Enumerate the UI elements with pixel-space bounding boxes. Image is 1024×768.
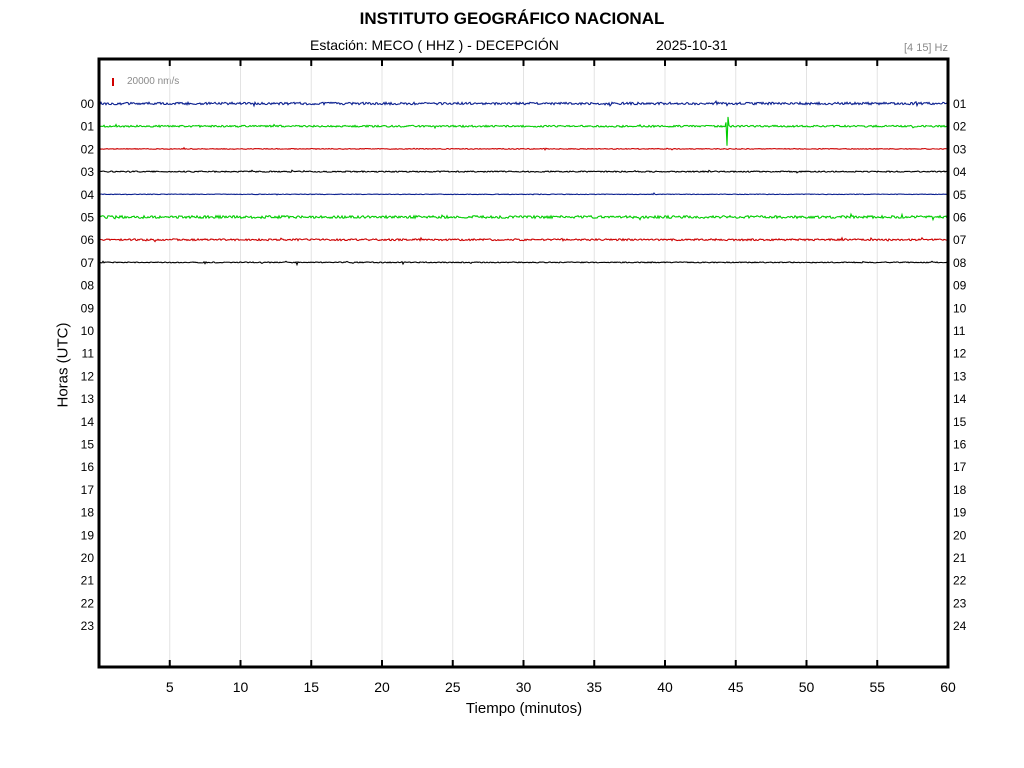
hour-label-right: 07: [953, 233, 967, 247]
x-tick-label: 25: [445, 679, 461, 695]
x-tick-label: 40: [657, 679, 673, 695]
x-tick-label: 30: [516, 679, 532, 695]
hour-label-right: 05: [953, 188, 967, 202]
hour-label-left: 22: [81, 596, 95, 610]
amplitude-scale-bar: [112, 78, 114, 86]
hour-label-right: 02: [953, 120, 967, 134]
x-tick-label: 5: [166, 679, 174, 695]
x-tick-label: 50: [799, 679, 815, 695]
hour-label-left: 08: [81, 279, 95, 293]
hour-label-left: 09: [81, 301, 95, 315]
chart-title: INSTITUTO GEOGRÁFICO NACIONAL: [359, 9, 665, 28]
amplitude-scale-label: 20000 nm/s: [127, 76, 180, 87]
trace-hour-00: [98, 99, 949, 108]
hour-label-right: 10: [953, 301, 967, 315]
trace-hour-05: [98, 212, 949, 222]
hour-label-left: 10: [81, 324, 95, 338]
station-label: Estación: MECO ( HHZ ) - DECEPCIÓN: [310, 37, 559, 53]
hour-label-right: 11: [953, 324, 966, 338]
hour-label-right: 03: [953, 142, 967, 156]
hour-label-right: 12: [953, 347, 967, 361]
hour-label-left: 13: [81, 392, 95, 406]
hour-label-left: 03: [81, 165, 95, 179]
hour-label-right: 15: [953, 415, 967, 429]
x-tick-label: 35: [586, 679, 602, 695]
y-axis-label: Horas (UTC): [54, 322, 72, 408]
hour-label-right: 22: [953, 574, 967, 588]
trace-hour-06: [98, 236, 949, 243]
hour-label-right: 14: [953, 392, 967, 406]
x-tick-label: 55: [869, 679, 885, 695]
x-tick-label: 20: [374, 679, 390, 695]
trace-hour-02: [98, 146, 949, 151]
hour-label-right: 21: [953, 551, 967, 565]
grid-lines: [169, 59, 878, 667]
hour-label-left: 16: [81, 460, 95, 474]
hour-label-right: 16: [953, 438, 967, 452]
hour-label-right: 09: [953, 279, 967, 293]
filter-band-label: [4 15] Hz: [903, 42, 948, 54]
trace-hour-03: [98, 169, 949, 174]
hour-label-left: 11: [82, 347, 95, 361]
hour-label-right: 13: [953, 369, 967, 383]
hour-label-left: 20: [81, 551, 95, 565]
hour-label-left: 02: [81, 142, 95, 156]
hour-label-right: 01: [953, 97, 967, 111]
tick-labels: 5 10 15 20 25 30 35 40 45 50 55 60 00 01 02 03 04 05 06 07 0…: [81, 97, 967, 695]
hour-label-right: 24: [953, 619, 967, 633]
trace-hour-04: [98, 192, 949, 196]
trace-hour-01: [98, 116, 949, 146]
hour-label-left: 23: [81, 619, 95, 633]
hour-label-left: 00: [81, 97, 95, 111]
hour-label-left: 06: [81, 233, 95, 247]
hour-label-left: 18: [81, 506, 95, 520]
hour-label-left: 12: [81, 369, 95, 383]
hour-label-left: 19: [81, 528, 95, 542]
x-tick-label: 10: [233, 679, 249, 695]
hour-label-left: 21: [81, 574, 95, 588]
hour-label-right: 19: [953, 506, 967, 520]
hour-label-right: 04: [953, 165, 967, 179]
hour-label-right: 17: [953, 460, 967, 474]
hour-label-right: 08: [953, 256, 967, 270]
date-label: 2025-10-31: [656, 37, 728, 53]
hour-label-left: 15: [81, 438, 95, 452]
hour-label-left: 07: [81, 256, 95, 270]
hour-label-left: 01: [81, 120, 95, 134]
x-axis-label: Tiempo (minutos): [465, 700, 583, 717]
tick-marks: [168, 59, 949, 667]
hour-label-right: 06: [953, 211, 967, 225]
hour-label-left: 05: [81, 211, 95, 225]
hour-label-right: 23: [953, 596, 967, 610]
seismic-traces: [98, 99, 949, 267]
x-tick-label: 60: [940, 679, 956, 695]
hour-label-left: 17: [81, 483, 95, 497]
hour-label-right: 18: [953, 483, 967, 497]
hour-label-right: 20: [953, 528, 967, 542]
trace-hour-07: [98, 260, 949, 267]
hour-label-left: 14: [81, 415, 95, 429]
x-tick-label: 15: [303, 679, 319, 695]
hour-label-left: 04: [81, 188, 95, 202]
x-tick-label: 45: [728, 679, 744, 695]
